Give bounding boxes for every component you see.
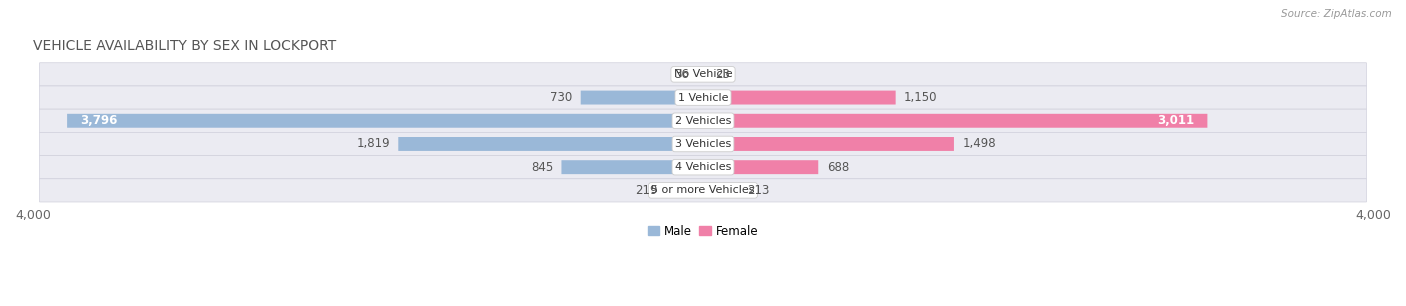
- Legend: Male, Female: Male, Female: [643, 220, 763, 243]
- FancyBboxPatch shape: [39, 86, 1367, 109]
- Text: 730: 730: [550, 91, 572, 104]
- Text: 213: 213: [747, 184, 769, 197]
- FancyBboxPatch shape: [697, 67, 703, 81]
- FancyBboxPatch shape: [703, 67, 707, 81]
- FancyBboxPatch shape: [398, 137, 703, 151]
- Text: 1,498: 1,498: [962, 137, 995, 151]
- FancyBboxPatch shape: [703, 183, 738, 197]
- FancyBboxPatch shape: [703, 114, 1208, 128]
- FancyBboxPatch shape: [703, 137, 953, 151]
- Text: 5 or more Vehicles: 5 or more Vehicles: [651, 185, 755, 196]
- Text: 23: 23: [716, 68, 730, 81]
- FancyBboxPatch shape: [581, 91, 703, 105]
- Text: 688: 688: [827, 161, 849, 174]
- Text: 4 Vehicles: 4 Vehicles: [675, 162, 731, 172]
- Text: 1,819: 1,819: [356, 137, 389, 151]
- FancyBboxPatch shape: [703, 160, 818, 174]
- Text: 1 Vehicle: 1 Vehicle: [678, 92, 728, 103]
- FancyBboxPatch shape: [39, 109, 1367, 132]
- Text: 36: 36: [673, 68, 689, 81]
- Text: 3,796: 3,796: [80, 114, 118, 127]
- Text: 3 Vehicles: 3 Vehicles: [675, 139, 731, 149]
- FancyBboxPatch shape: [703, 91, 896, 105]
- FancyBboxPatch shape: [561, 160, 703, 174]
- FancyBboxPatch shape: [39, 179, 1367, 202]
- Text: 2 Vehicles: 2 Vehicles: [675, 116, 731, 126]
- FancyBboxPatch shape: [39, 155, 1367, 179]
- Text: Source: ZipAtlas.com: Source: ZipAtlas.com: [1281, 9, 1392, 19]
- Text: 3,011: 3,011: [1157, 114, 1194, 127]
- Text: 219: 219: [636, 184, 658, 197]
- FancyBboxPatch shape: [39, 63, 1367, 86]
- FancyBboxPatch shape: [67, 114, 703, 128]
- Text: No Vehicle: No Vehicle: [673, 69, 733, 79]
- FancyBboxPatch shape: [39, 132, 1367, 155]
- Text: 845: 845: [531, 161, 553, 174]
- Text: 1,150: 1,150: [904, 91, 938, 104]
- FancyBboxPatch shape: [666, 183, 703, 197]
- Text: VEHICLE AVAILABILITY BY SEX IN LOCKPORT: VEHICLE AVAILABILITY BY SEX IN LOCKPORT: [32, 39, 336, 54]
